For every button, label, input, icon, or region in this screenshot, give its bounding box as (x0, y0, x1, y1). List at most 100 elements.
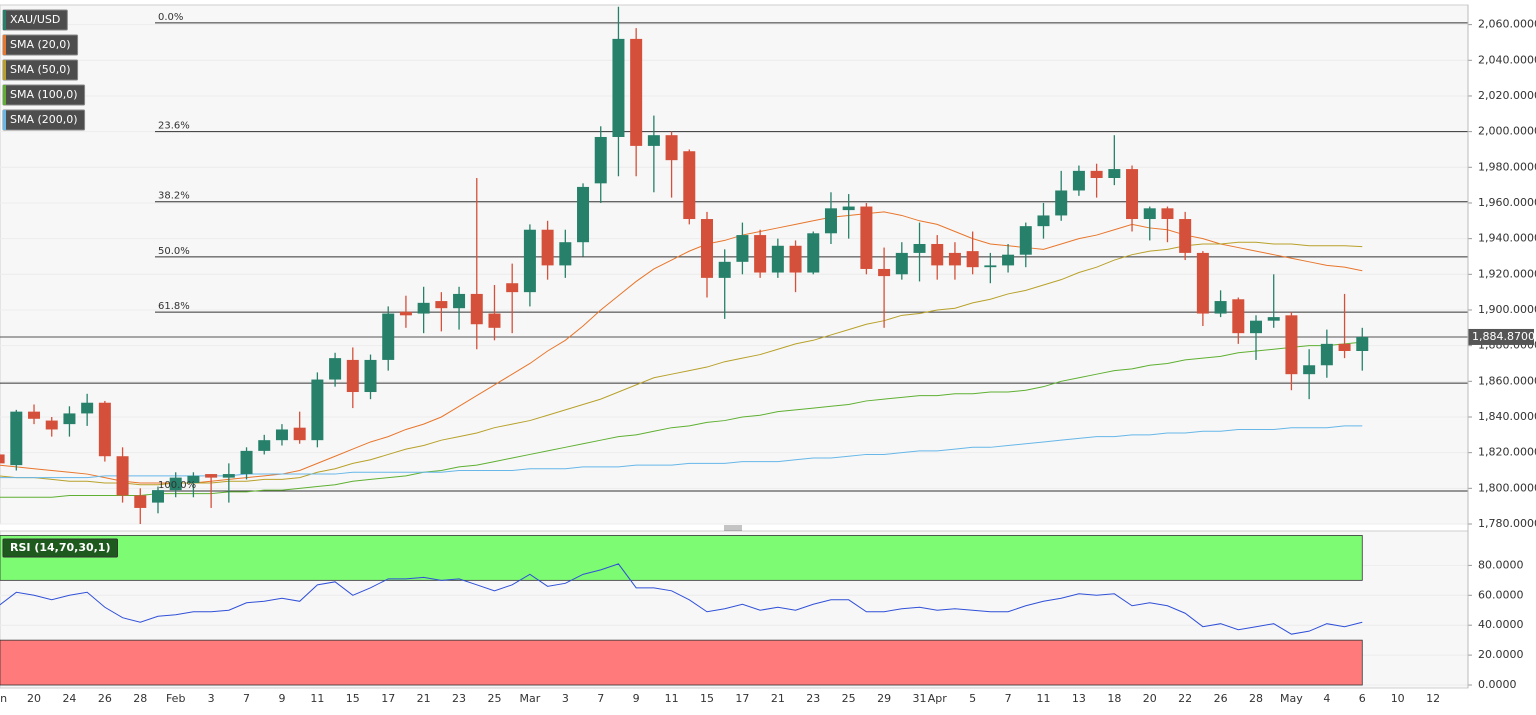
candle-body (701, 219, 713, 278)
x-tick-label: May (1280, 692, 1303, 705)
x-tick-label: 13 (1072, 692, 1086, 705)
x-tick-label: 24 (62, 692, 76, 705)
x-tick-label: Feb (166, 692, 185, 705)
candle-body (275, 429, 288, 441)
legend-item (2, 538, 118, 558)
candle-body (789, 245, 802, 273)
x-tick-label: 7 (243, 692, 250, 705)
series-line (0, 241, 1363, 486)
y-tick-label: 2,020.0000 (1478, 89, 1536, 102)
candle-body (541, 229, 554, 266)
legend-swatch (3, 85, 6, 105)
candle-body (417, 302, 430, 314)
y-tick-label: 1,980.0000 (1478, 160, 1536, 173)
legend-label: SMA (50,0) (10, 63, 71, 76)
candle-body (948, 252, 961, 266)
candle-body (771, 245, 784, 273)
legend-swatch (3, 110, 6, 130)
candle-body (1356, 336, 1369, 351)
x-tick-label: 26 (1214, 692, 1228, 705)
x-tick-label: 22 (1178, 692, 1192, 705)
candle-body (577, 186, 590, 243)
y-tick-label: 1,900.0000 (1478, 303, 1536, 316)
candle-body (399, 311, 412, 316)
legend-label: RSI (14,70,30,1) (10, 541, 110, 554)
series-line (0, 341, 1363, 498)
y-tick-label: 1,840.0000 (1478, 410, 1536, 423)
candle-body (488, 313, 501, 328)
candle-body (1108, 169, 1121, 178)
fib-label: 100.0% (158, 480, 196, 491)
x-tick-label: 15 (700, 692, 714, 705)
y-tick-label: 1,920.0000 (1478, 267, 1536, 280)
x-tick-label: 4 (1323, 692, 1330, 705)
x-tick-label: 9 (633, 692, 640, 705)
candle-body (594, 136, 607, 184)
y-tick-label: 1,820.0000 (1478, 446, 1536, 459)
panel-divider-handle[interactable] (724, 525, 742, 531)
candle-body (453, 293, 466, 309)
candle-body (754, 235, 767, 273)
candle-body (28, 411, 41, 419)
y-tick-label: 20.0000 (1478, 648, 1524, 661)
candle-body (1090, 170, 1103, 178)
legend: XAU/USD SMA (20,0) SMA (50,0) SMA (100,0) SM… (2, 9, 118, 558)
rsi-band (0, 535, 1363, 581)
main-panel (0, 4, 1469, 525)
x-tick-label: 15 (346, 692, 360, 705)
x-tick-label: Mar (520, 692, 541, 705)
candle-body (523, 229, 536, 293)
x-tick-label: 29 (877, 692, 891, 705)
candle-body (1126, 169, 1139, 220)
x-tick-label: 5 (969, 692, 976, 705)
x-tick-label: 3 (208, 692, 215, 705)
candle-body (1303, 365, 1316, 375)
candle-body (878, 268, 891, 277)
x-tick-label: 7 (597, 692, 604, 705)
candle-body (966, 251, 979, 268)
y-tick-label: 60.0000 (1478, 588, 1524, 601)
candle-body (931, 243, 944, 266)
candle-body (1072, 170, 1085, 191)
series-line (0, 211, 1363, 484)
candle-body (612, 38, 625, 137)
candle-body (1214, 301, 1227, 314)
candle-body (10, 411, 23, 466)
candle-body (718, 261, 731, 278)
x-tick-label: 18 (1107, 692, 1121, 705)
y-tick-label: 2,040.0000 (1478, 53, 1536, 66)
x-tick-label: 11 (665, 692, 679, 705)
candle-body (205, 474, 218, 478)
x-tick-label: 21 (417, 692, 431, 705)
candle-body (665, 135, 678, 161)
x-tick-label: 11 (310, 692, 324, 705)
rsi-band (0, 639, 1363, 686)
candle-body (736, 235, 749, 262)
y-tick-label: 1,800.0000 (1478, 481, 1536, 494)
candle-body (293, 427, 306, 441)
x-tick-label: 17 (381, 692, 395, 705)
series-line (0, 563, 1363, 635)
fib-label: 50.0% (158, 246, 190, 257)
candle-body (1196, 252, 1209, 314)
candle-body (329, 358, 342, 380)
legend-label: XAU/USD (10, 13, 60, 26)
x-tick-label: 28 (133, 692, 147, 705)
fib-label: 0.0% (158, 12, 183, 23)
candle-body (842, 206, 855, 211)
y-tick-label: 1,780.0000 (1478, 517, 1536, 530)
candle-body (187, 475, 200, 483)
last-price-label: 1,884.8700 (1472, 330, 1535, 343)
x-tick-label: 17 (735, 692, 749, 705)
candle-body (1055, 190, 1068, 216)
candle-body (1232, 299, 1245, 334)
y-tick-label: 1,860.0000 (1478, 374, 1536, 387)
candle-body (559, 242, 572, 266)
x-tick-label: 25 (487, 692, 501, 705)
x-tick-label: 21 (771, 692, 785, 705)
candle-body (1320, 343, 1333, 366)
candle-body (984, 265, 997, 268)
y-tick-label: 2,000.0000 (1478, 125, 1536, 138)
candle-body (0, 454, 5, 464)
